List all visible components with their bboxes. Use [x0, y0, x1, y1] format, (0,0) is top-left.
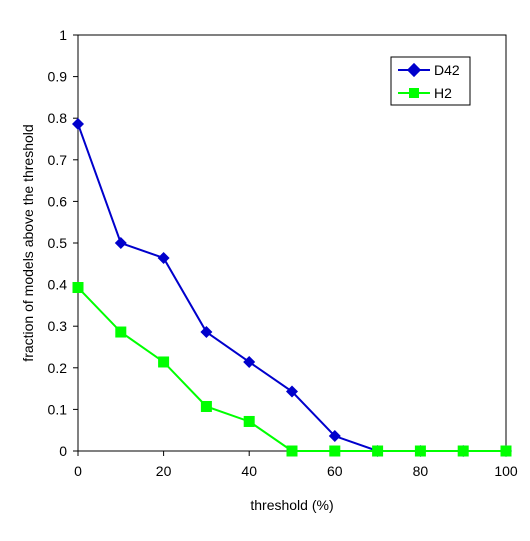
data-point-h2: [414, 445, 426, 457]
data-point-h2: [158, 356, 170, 368]
series-layer: [72, 118, 512, 457]
data-point-h2: [200, 400, 212, 412]
legend-label-h2: H2: [434, 85, 452, 101]
y-tick-label: 0: [59, 443, 67, 459]
y-tick-label: 0.3: [48, 318, 68, 334]
x-tick-label: 60: [327, 463, 343, 479]
y-tick-label: 1: [59, 27, 67, 43]
x-tick-label: 0: [74, 463, 82, 479]
x-tick-label: 40: [241, 463, 257, 479]
legend-marker-d42: [406, 62, 422, 78]
data-point-d42: [200, 326, 213, 339]
y-tick-label: 0.2: [48, 360, 68, 376]
legend-marker-h2: [409, 88, 419, 98]
y-tick-label: 0.9: [48, 69, 68, 85]
data-point-d42: [157, 251, 170, 264]
data-point-h2: [115, 326, 127, 338]
legend-box: [390, 56, 471, 106]
data-point-h2: [243, 415, 255, 427]
x-tick-label: 80: [413, 463, 429, 479]
y-axis-label: fraction of models above the threshold: [20, 124, 36, 361]
data-point-d42: [114, 237, 127, 249]
x-tick-label: 20: [156, 463, 172, 479]
y-tick-label: 0.5: [48, 235, 68, 251]
legend: D42 H2: [390, 56, 471, 106]
data-point-h2: [500, 445, 512, 457]
y-axis: 0 0.1 0.2 0.3 0.4 0.5 0.6 0.7 0.8 0.9 1: [48, 27, 78, 459]
data-point-h2: [72, 282, 84, 294]
y-tick-label: 0.6: [48, 193, 68, 209]
data-point-h2: [372, 445, 384, 457]
legend-label-d42: D42: [434, 62, 460, 78]
data-point-h2: [286, 445, 298, 457]
y-tick-label: 0.7: [48, 152, 68, 168]
data-point-d42: [72, 118, 84, 131]
x-tick-label: 100: [494, 463, 518, 479]
data-point-h2: [329, 445, 341, 457]
data-point-h2: [457, 445, 469, 457]
data-point-d42: [243, 355, 256, 368]
data-point-d42: [328, 430, 341, 443]
y-tick-label: 0.4: [48, 277, 68, 293]
x-axis-label: threshold (%): [250, 497, 333, 513]
data-point-d42: [286, 385, 298, 398]
y-tick-label: 0.8: [48, 110, 68, 126]
y-tick-label: 0.1: [48, 401, 68, 417]
